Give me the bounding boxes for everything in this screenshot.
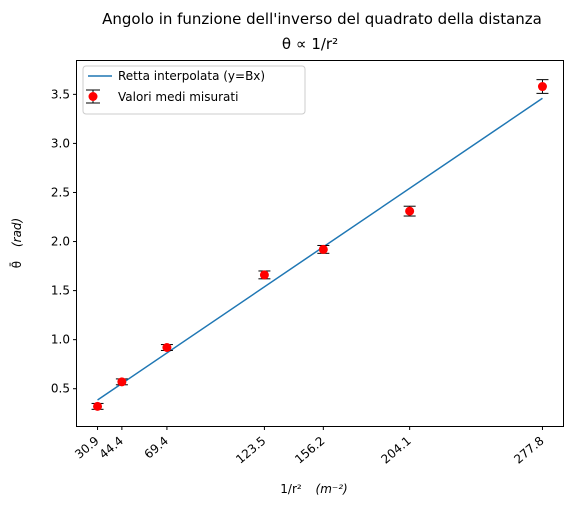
plot-frame: [76, 60, 564, 427]
y-tick-label: 0.5: [51, 382, 70, 396]
data-point: [317, 244, 330, 254]
x-axis-label-unit: (m⁻²): [316, 482, 348, 496]
data-marker: [318, 244, 328, 254]
legend-marker-swatch: [86, 89, 100, 104]
y-tick-label: 1.0: [51, 333, 70, 347]
chart-subtitle: θ ∝ 1/r²: [282, 35, 338, 53]
data-point: [403, 205, 416, 217]
legend-label-fit: Retta interpolata (y=Bx): [118, 69, 265, 83]
x-axis: 30.944.4 69.4 123.5 156.2 204.1 277.8: [72, 426, 547, 467]
data-marker: [93, 401, 103, 411]
y-tick-label: 2.0: [51, 235, 70, 249]
x-tick-label: 30.9: [72, 434, 101, 462]
x-tick-label: 204.1: [378, 434, 413, 467]
legend-box: [82, 65, 306, 115]
data-marker: [537, 82, 547, 92]
x-axis-label: 1/r² (m⁻²): [280, 482, 347, 496]
data-point: [115, 377, 128, 387]
data-marker: [117, 377, 127, 387]
data-marker: [259, 270, 269, 280]
data-marker: [162, 343, 172, 353]
x-tick-label: 123.5: [233, 434, 268, 467]
plot-area: [91, 79, 549, 411]
x-tick-label: 277.8: [511, 434, 546, 467]
data-point: [91, 401, 104, 411]
chart-title: Angolo in funzione dell'inverso del quad…: [102, 10, 542, 28]
y-tick-label: 1.5: [51, 284, 70, 298]
x-tick-label: 69.4: [142, 434, 171, 462]
data-point: [160, 343, 173, 353]
y-axis: 0.5 1.0 1.5 2.0 2.5 3.0 3.5: [51, 87, 77, 396]
x-tick-label: 44.4: [97, 434, 126, 462]
y-tick-label: 3.5: [51, 87, 70, 101]
y-axis-label-main: θ̄: [10, 261, 24, 268]
y-axis-label-unit: (rad): [10, 218, 24, 247]
data-marker: [405, 206, 415, 216]
data-point: [536, 79, 549, 94]
y-tick-label: 3.0: [51, 136, 70, 150]
y-tick-label: 2.5: [51, 185, 70, 199]
x-axis-label-main: 1/r²: [280, 482, 302, 496]
x-tick-label: 156.2: [292, 434, 327, 467]
y-axis-label: θ̄ (rad): [10, 218, 24, 268]
legend: Retta interpolata (y=Bx) Valori medi mis…: [82, 65, 306, 115]
data-point: [258, 270, 271, 280]
legend-label-data: Valori medi misurati: [118, 90, 238, 104]
